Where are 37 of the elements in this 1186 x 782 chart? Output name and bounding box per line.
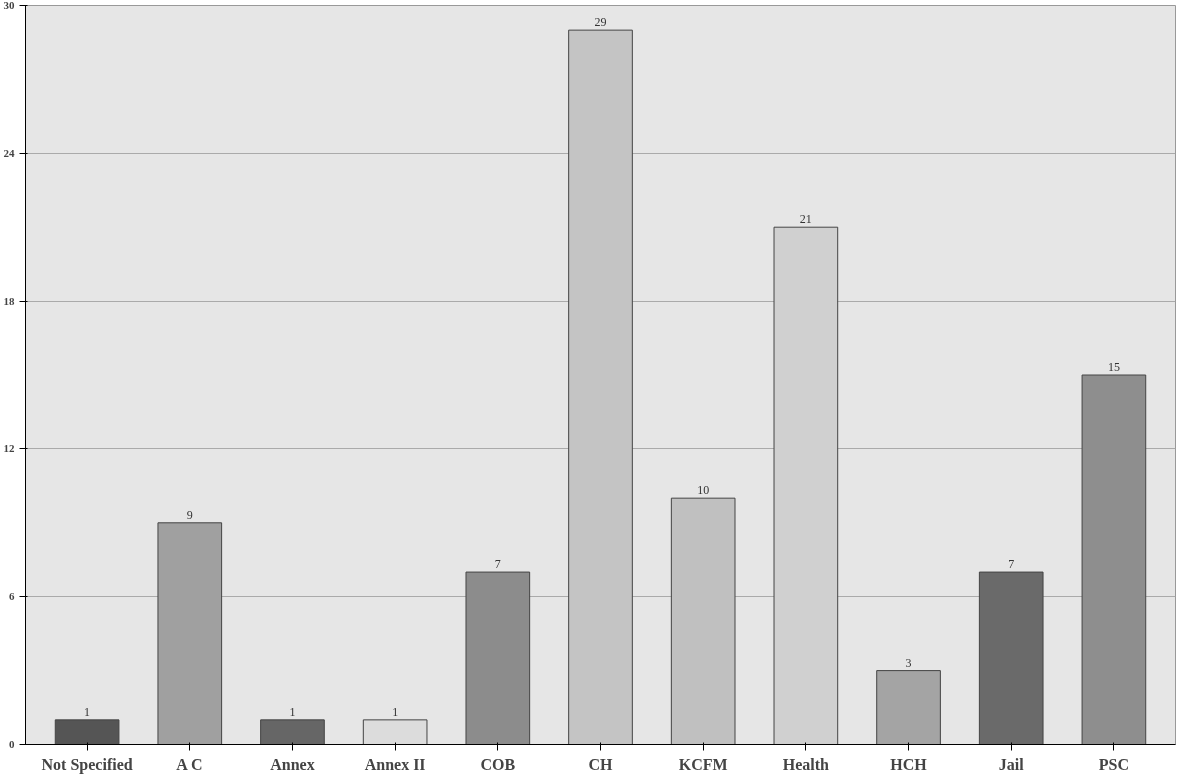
- y-tick-label: 6: [9, 590, 15, 603]
- bar: [465, 571, 531, 745]
- y-tick-label: 0: [9, 738, 15, 750]
- data-label: 10: [697, 483, 710, 498]
- x-tick-label: HCH: [890, 755, 928, 773]
- y-tick-label: 12: [3, 442, 15, 455]
- data-label: 29: [594, 15, 607, 30]
- data-label: 21: [799, 212, 812, 227]
- x-tick-label: Annex II: [364, 755, 426, 773]
- data-label: 15: [1107, 360, 1120, 374]
- x-tick-label: KCFM: [678, 755, 728, 773]
- data-label: 1: [392, 704, 399, 719]
- bar: [978, 571, 1044, 745]
- data-label: 9: [186, 507, 193, 522]
- data-label: 7: [494, 557, 501, 572]
- data-label: 3: [905, 655, 912, 670]
- y-tick-label: 30: [3, 0, 15, 11]
- bar: [773, 226, 839, 745]
- bar: [876, 670, 941, 745]
- x-tick-label: Health: [782, 755, 830, 773]
- y-tick-label: 24: [3, 146, 15, 159]
- x-tick-label: Jail: [998, 755, 1025, 773]
- data-label: 7: [1008, 557, 1015, 572]
- x-tick-label: CH: [588, 755, 614, 773]
- bar: [260, 719, 325, 745]
- bar: [1081, 374, 1147, 745]
- x-tick-label: A C: [176, 755, 203, 773]
- y-tick-label: 18: [3, 294, 15, 307]
- bar: [54, 719, 120, 745]
- bar: [670, 497, 736, 745]
- x-tick-label: Annex: [270, 755, 315, 773]
- data-label: 1: [289, 704, 296, 719]
- data-label: 1: [84, 704, 91, 719]
- x-tick-label: COB: [480, 755, 516, 773]
- x-tick-label: Not Specified: [41, 755, 133, 774]
- x-tick-label: PSC: [1098, 755, 1130, 773]
- bar: [568, 29, 633, 745]
